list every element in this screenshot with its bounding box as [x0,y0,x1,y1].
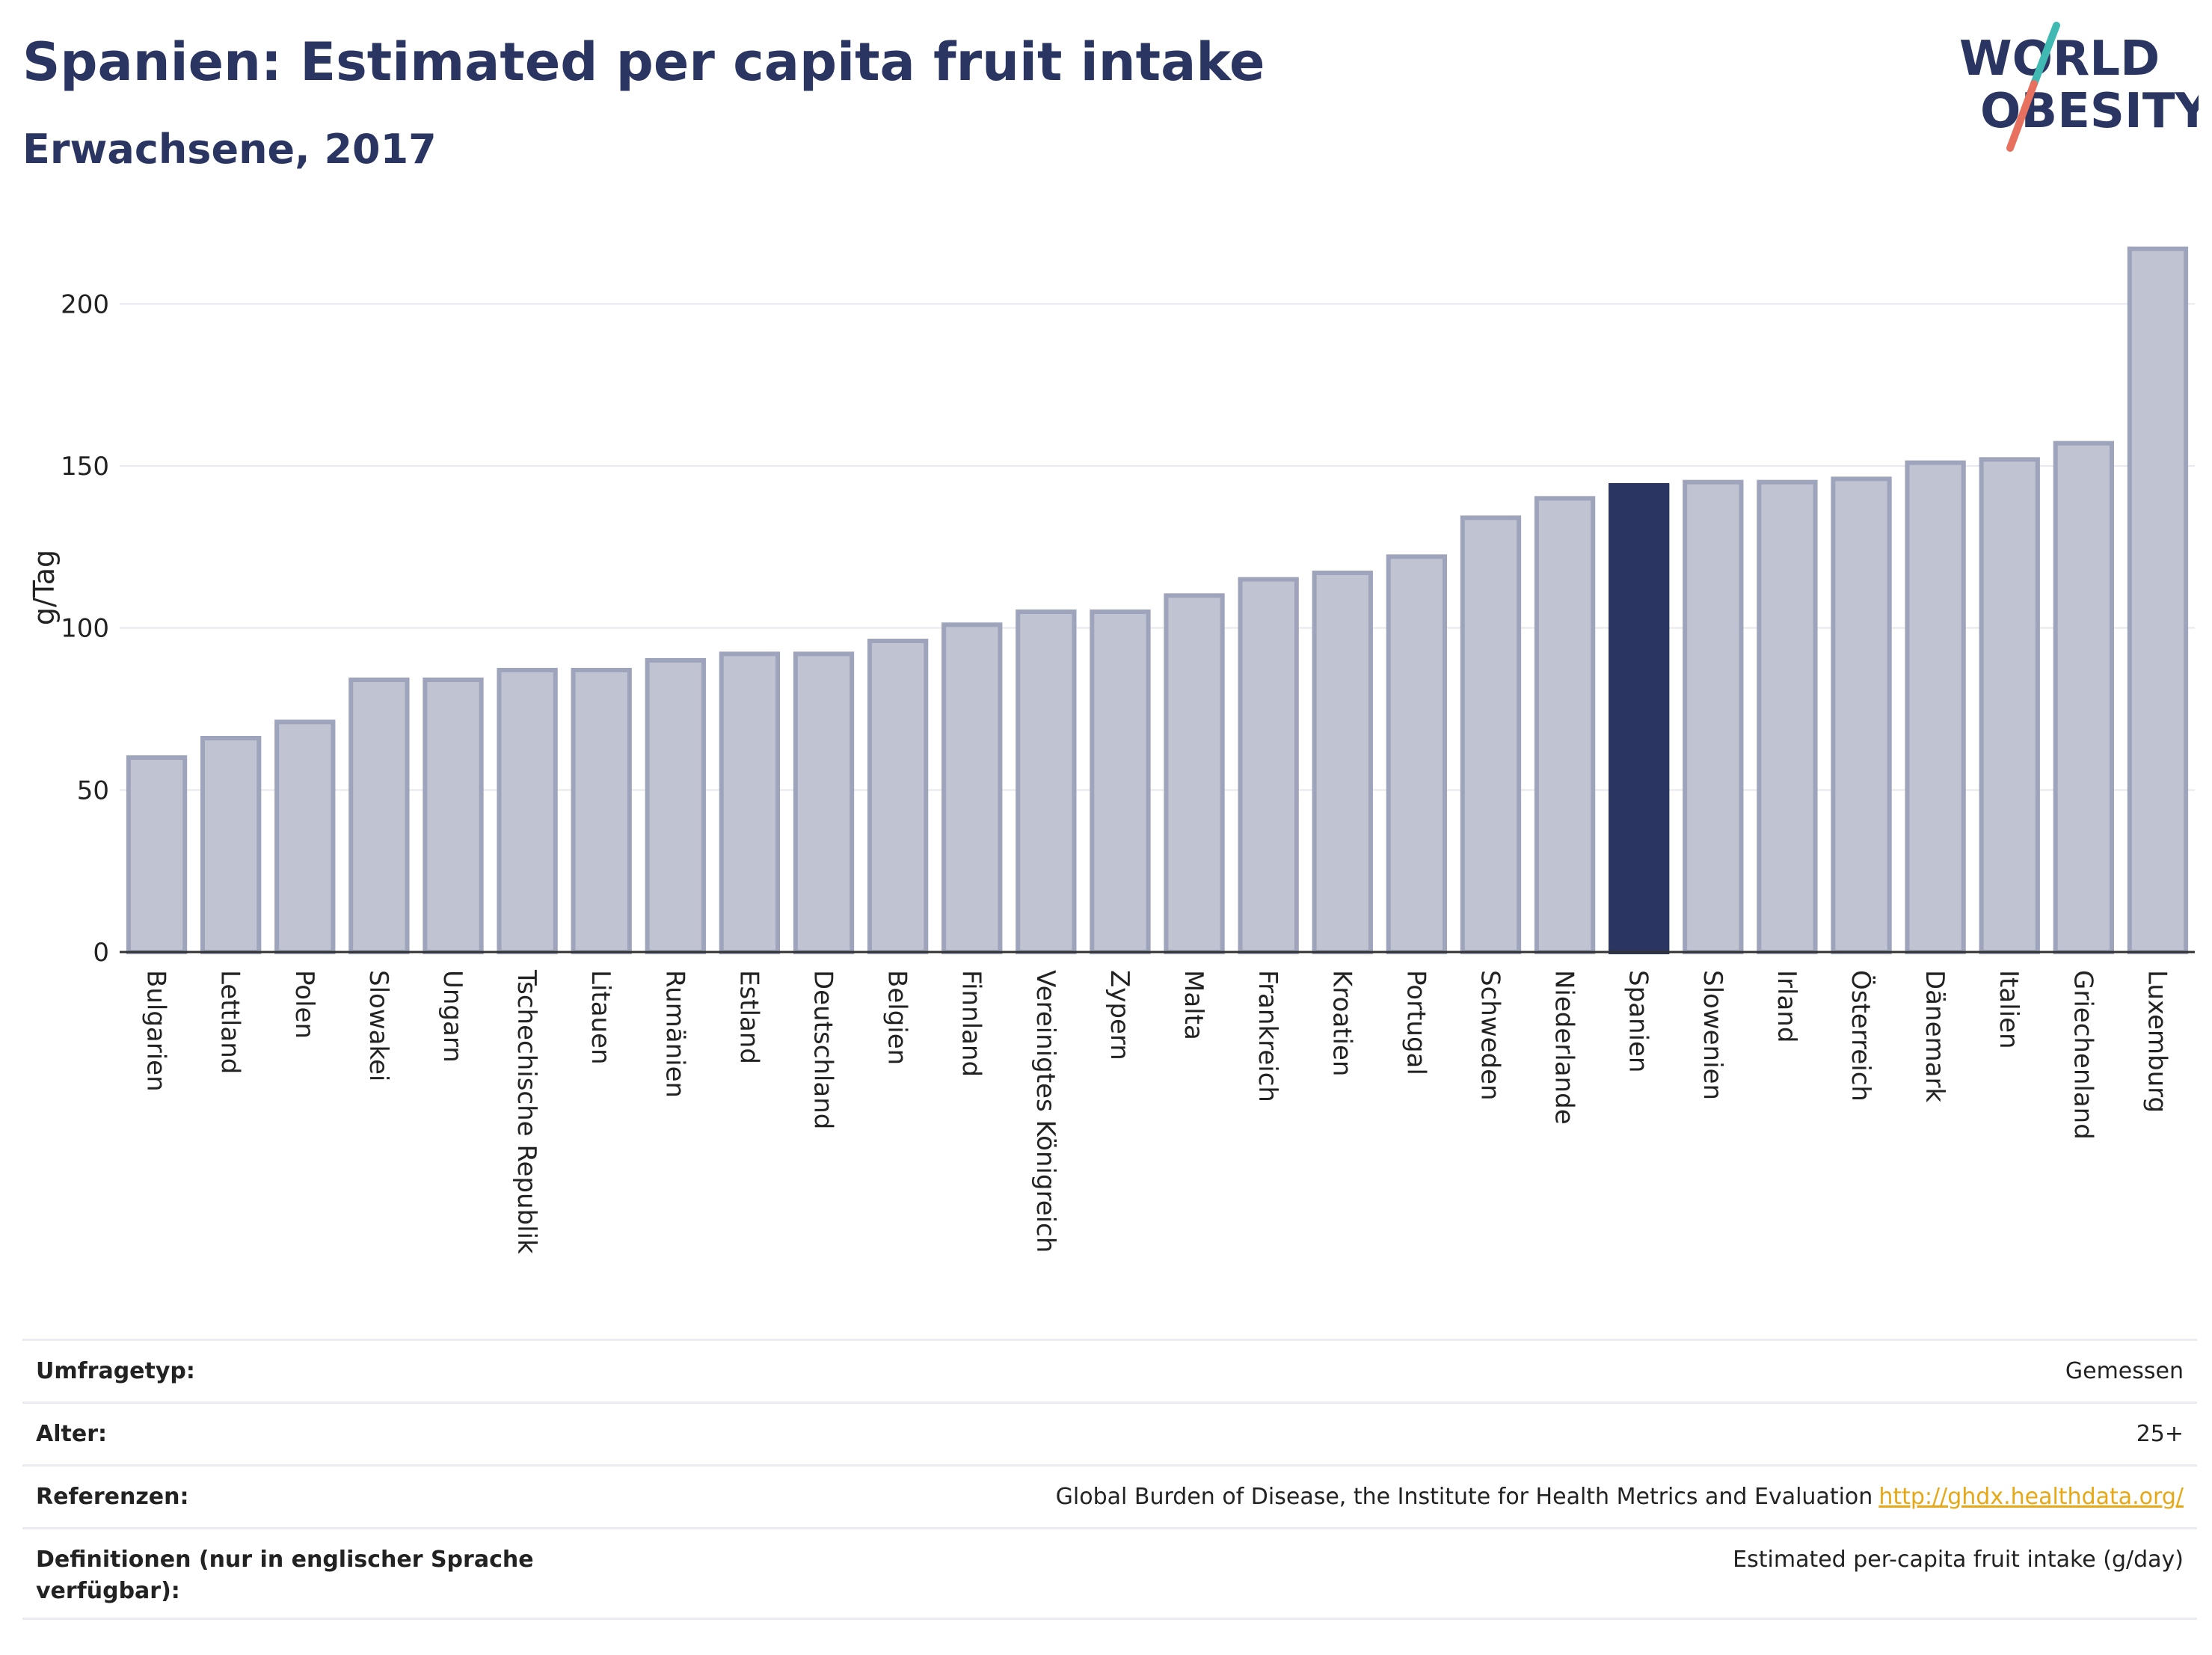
info-row-references: Referenzen: Global Burden of Disease, th… [22,1464,2197,1527]
bar-österreich [1831,476,1892,954]
x-tick-label: Bulgarien [141,970,171,1092]
bar-rumänien [645,658,706,954]
x-tick-label: Österreich [1846,970,1876,1102]
bar-finnland [941,622,1003,954]
x-tick-label: Italien [1994,970,2024,1049]
x-tick-label: Irland [1772,970,1801,1043]
x-tick-label: Slowenien [1698,970,1727,1100]
info-table: Umfragetyp: Gemessen Alter: 25+ Referenz… [22,1339,2197,1620]
x-tick-label: Schweden [1475,970,1505,1101]
bar-luxemburg [2127,246,2189,954]
x-tick-label: Deutschland [808,970,838,1129]
bar-vereinigtes-königreich [1016,610,1077,954]
logo-line1: WORLD [1959,31,2160,87]
reference-link[interactable]: http://ghdx.healthdata.org/ [1878,1484,2184,1510]
x-tick-label: Rumänien [660,970,689,1098]
bar-spanien [1609,483,1670,954]
info-row-age: Alter: 25+ [22,1401,2197,1464]
bar-schweden [1460,515,1522,954]
bar-slowenien [1683,479,1744,954]
x-tick-label: Malta [1179,970,1208,1040]
info-value: Gemessen [2065,1358,2184,1384]
info-row-survey-type: Umfragetyp: Gemessen [22,1339,2197,1401]
info-value: Estimated per-capita fruit intake (g/day… [1733,1547,2184,1573]
x-tick-label: Zypern [1105,970,1134,1060]
x-tick-label: Finnland [956,970,986,1077]
bar-malta [1164,593,1225,954]
info-row-definitions: Definitionen (nur in englischer Sprache … [22,1527,2197,1620]
info-label: Alter: [36,1421,107,1447]
bar-irland [1757,479,1818,954]
y-tick-label: 150 [61,452,109,482]
bar-deutschland [793,651,855,954]
x-tick-label: Griechenland [2068,970,2098,1140]
bar-niederlande [1534,496,1596,954]
y-tick-label: 50 [77,776,109,805]
bar-kroatien [1312,571,1373,954]
x-tick-label: Tschechische Republik [511,969,541,1254]
bar-lettland [200,736,262,954]
chart-title: Spanien: Estimated per capita fruit inta… [22,31,1265,93]
x-tick-label: Litauen [586,970,615,1065]
info-label: Umfragetyp: [36,1358,195,1384]
x-tick-label: Luxemburg [2142,970,2172,1113]
x-tick-label: Polen [289,970,319,1039]
x-tick-label: Vereinigtes Königreich [1030,970,1060,1253]
y-tick-label: 100 [61,614,109,644]
x-tick-label: Spanien [1623,970,1653,1072]
x-tick-label: Kroatien [1327,970,1357,1076]
x-tick-label: Ungarn [437,970,467,1063]
info-value: Global Burden of Disease, the Institute … [1055,1484,1873,1510]
bar-dänemark [1905,460,1966,954]
info-label: Referenzen: [36,1484,189,1510]
x-tick-label: Frankreich [1253,970,1282,1102]
bar-italien [1979,457,2040,954]
bar-bulgarien [126,755,188,954]
bar-zypern [1090,610,1151,954]
bar-slowakei [348,678,410,954]
logo-slash-teal [2030,22,2060,87]
y-axis-label: g/Tag [28,550,61,625]
x-tick-label: Niederlande [1549,970,1579,1125]
info-label: Definitionen (nur in englischer Sprache … [36,1547,534,1604]
x-tick-label: Lettland [215,970,245,1074]
bar-belgien [867,639,929,954]
bar-ungarn [423,678,484,954]
y-tick-label: 0 [93,938,109,968]
x-tick-label: Belgien [882,970,912,1065]
x-tick-label: Slowakei [363,970,393,1081]
bar-tschechische-republik [497,668,558,954]
chart-subtitle: Erwachsene, 2017 [22,126,437,173]
bar-frankreich [1238,577,1299,955]
x-tick-label: Estland [734,970,764,1064]
y-tick-label: 200 [61,289,109,319]
world-obesity-logo: WORLD OBESITY [1959,22,2199,152]
info-value: 25+ [2136,1421,2184,1447]
logo-slash-coral [2006,80,2038,152]
bar-griechenland [2053,440,2114,954]
x-tick-label: Dänemark [1920,970,1950,1102]
bar-polen [274,719,336,954]
bar-estland [719,651,781,954]
bar-chart: 0 50 100 150 200 g/Tag Bulgarien Lettland Polen S… [28,246,2195,1254]
x-tick-label: Portugal [1401,970,1431,1075]
bar-portugal [1386,554,1448,954]
bar-litauen [571,668,632,954]
